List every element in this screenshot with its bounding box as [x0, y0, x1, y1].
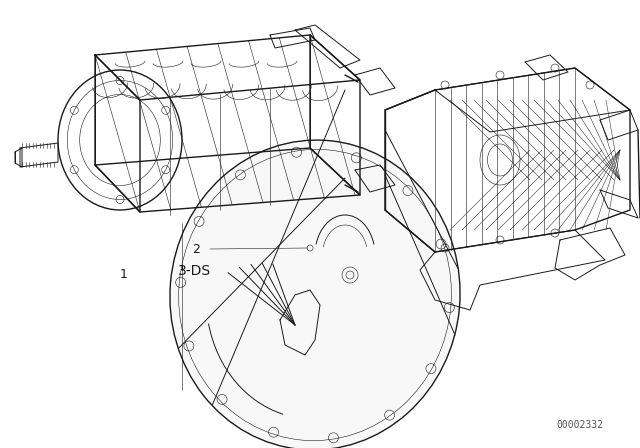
Text: 00002332: 00002332 [557, 420, 604, 430]
Text: 1: 1 [120, 268, 128, 281]
Text: 3-DS: 3-DS [178, 264, 211, 278]
Text: 2: 2 [192, 242, 200, 255]
Ellipse shape [170, 140, 460, 448]
